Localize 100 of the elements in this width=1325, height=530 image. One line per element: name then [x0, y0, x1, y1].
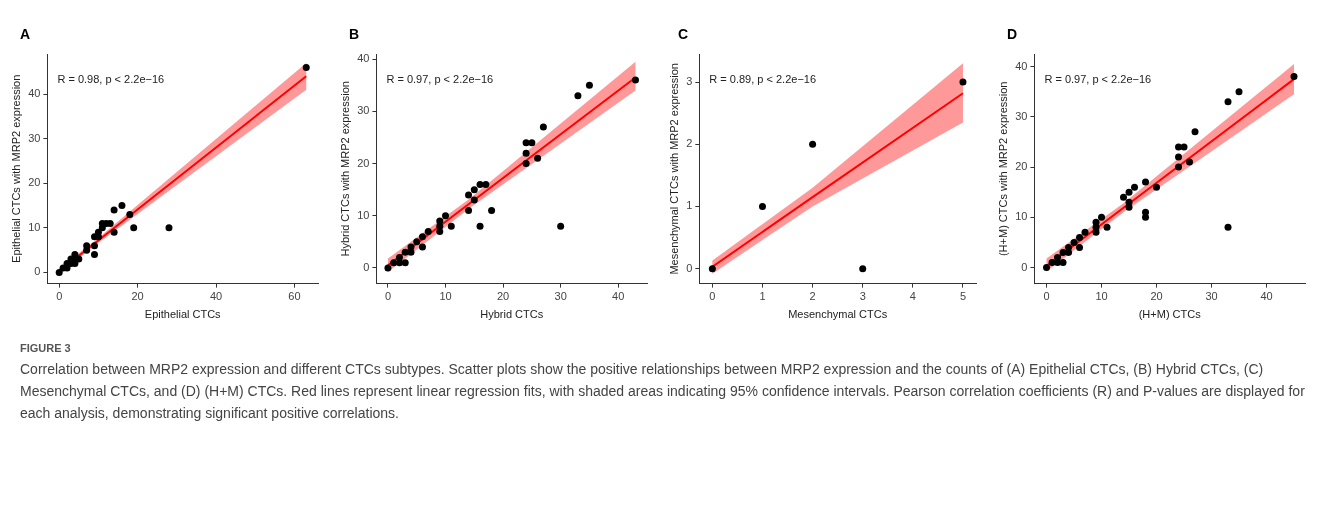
point: [90, 251, 98, 259]
x-tick-label: 40: [612, 290, 625, 303]
point: [488, 207, 496, 215]
point: [165, 224, 173, 232]
point: [959, 78, 967, 86]
chart-title: B: [349, 26, 360, 42]
point: [1224, 98, 1232, 106]
x-tick-label: 20: [1150, 290, 1163, 303]
x-tick-label: 1: [759, 290, 766, 303]
point: [1076, 243, 1084, 251]
point: [539, 123, 547, 131]
x-tick-label: 0: [1043, 290, 1050, 303]
text: Correlation between MRP2 expression and different CTCs subtypes. Scatter plots show the positive relationships between MRP2 expression and the counts of (A) Epithelial CTCs, (B) Hybrid CTCs, (C) Mesenchymal CTCs, and (D) (H+M) CTCs. Red lines represent linear regression fits, with shaded areas indicating 95% confidence intervals. Pearson correlation coefficients (R) and P-values are displayed for each analysis, demonstrating significant positive correlations.: [20, 360, 1305, 423]
x-tick-label: 3: [859, 290, 866, 303]
point: [90, 242, 98, 250]
point: [395, 254, 403, 262]
point: [1142, 208, 1150, 216]
point: [1191, 128, 1199, 136]
y-tick-label: 10: [357, 208, 370, 221]
y-tick-label: 20: [1015, 160, 1028, 173]
y-tick-label: 30: [28, 131, 41, 144]
x-tick-label: 30: [1205, 290, 1218, 303]
point: [401, 259, 409, 267]
x-tick-label: 0: [56, 290, 63, 303]
point: [1059, 259, 1067, 266]
point: [1098, 213, 1106, 221]
point: [1175, 153, 1183, 161]
y-axis-title: Mesenchymal CTCs with MRP2 expression: [667, 63, 680, 275]
chart-title: C: [678, 26, 689, 42]
point: [106, 219, 114, 227]
point: [1180, 143, 1188, 151]
point: [708, 265, 716, 273]
x-tick-label: 40: [1260, 290, 1273, 303]
y-tick-label: 10: [28, 220, 41, 233]
point: [436, 217, 444, 225]
x-tick-label: 2: [809, 290, 816, 303]
chart-title: A: [20, 26, 31, 42]
point: [384, 264, 392, 272]
y-axis-title: (H+M) CTCs with MRP2 expression: [996, 81, 1009, 257]
point: [528, 139, 536, 147]
point: [522, 149, 530, 157]
point: [418, 243, 426, 251]
y-tick-label: 40: [1015, 59, 1028, 72]
point: [1103, 223, 1111, 231]
y-tick-label: 2: [686, 137, 693, 150]
point: [470, 196, 478, 204]
point: [1142, 178, 1150, 186]
annotation: R = 0.97, p < 2.2e−16: [1044, 72, 1152, 85]
point: [1065, 243, 1073, 251]
point: [585, 81, 593, 89]
point: [1235, 88, 1243, 96]
x-tick-label: 10: [439, 290, 452, 303]
point: [809, 140, 817, 148]
x-tick-label: 30: [554, 290, 567, 303]
y-tick-label: 30: [357, 104, 370, 117]
y-tick-label: 0: [1021, 260, 1028, 273]
point: [465, 191, 473, 199]
point: [424, 227, 432, 235]
point: [1290, 73, 1298, 81]
point: [418, 233, 426, 241]
annotation: R = 0.89, p < 2.2e−16: [709, 72, 817, 85]
y-tick-label: 20: [357, 156, 370, 169]
point: [94, 228, 102, 236]
y-tick-label: 3: [686, 75, 693, 88]
annotation: R = 0.97, p < 2.2e−16: [386, 72, 494, 85]
point: [1131, 183, 1139, 191]
point: [1120, 193, 1128, 201]
x-axis-title: Hybrid CTCs: [480, 308, 544, 321]
y-tick-label: 20: [28, 176, 41, 189]
point: [1070, 238, 1078, 246]
point: [55, 268, 63, 276]
point: [631, 76, 639, 84]
point: [758, 202, 766, 210]
y-tick-label: 40: [28, 87, 41, 100]
point: [1125, 198, 1133, 206]
y-tick-label: 30: [1015, 109, 1028, 122]
caption: FIGURE 3: [20, 342, 72, 354]
point: [482, 180, 490, 188]
point: [83, 242, 91, 250]
point: [1054, 253, 1062, 261]
x-axis-title: Mesenchymal CTCs: [788, 308, 888, 321]
x-axis-title: Epithelial CTCs: [144, 308, 222, 321]
y-axis-title: Hybrid CTCs with MRP2 expression: [338, 81, 351, 257]
point: [470, 186, 478, 194]
point: [859, 265, 867, 273]
point: [302, 63, 310, 71]
point: [390, 259, 398, 267]
point: [1153, 183, 1161, 191]
point: [1081, 228, 1089, 236]
y-tick-label: 0: [363, 260, 370, 273]
y-axis-title: Epithelial CTCs with MRP2 expression: [9, 74, 22, 263]
x-tick-label: 10: [1095, 290, 1108, 303]
point: [465, 207, 473, 215]
point: [1175, 143, 1183, 151]
x-tick-label: 0: [709, 290, 716, 303]
y-tick-label: 40: [357, 52, 370, 65]
chart-title: D: [1007, 26, 1018, 42]
point: [1092, 218, 1100, 226]
point: [476, 222, 484, 230]
point: [1175, 163, 1183, 171]
